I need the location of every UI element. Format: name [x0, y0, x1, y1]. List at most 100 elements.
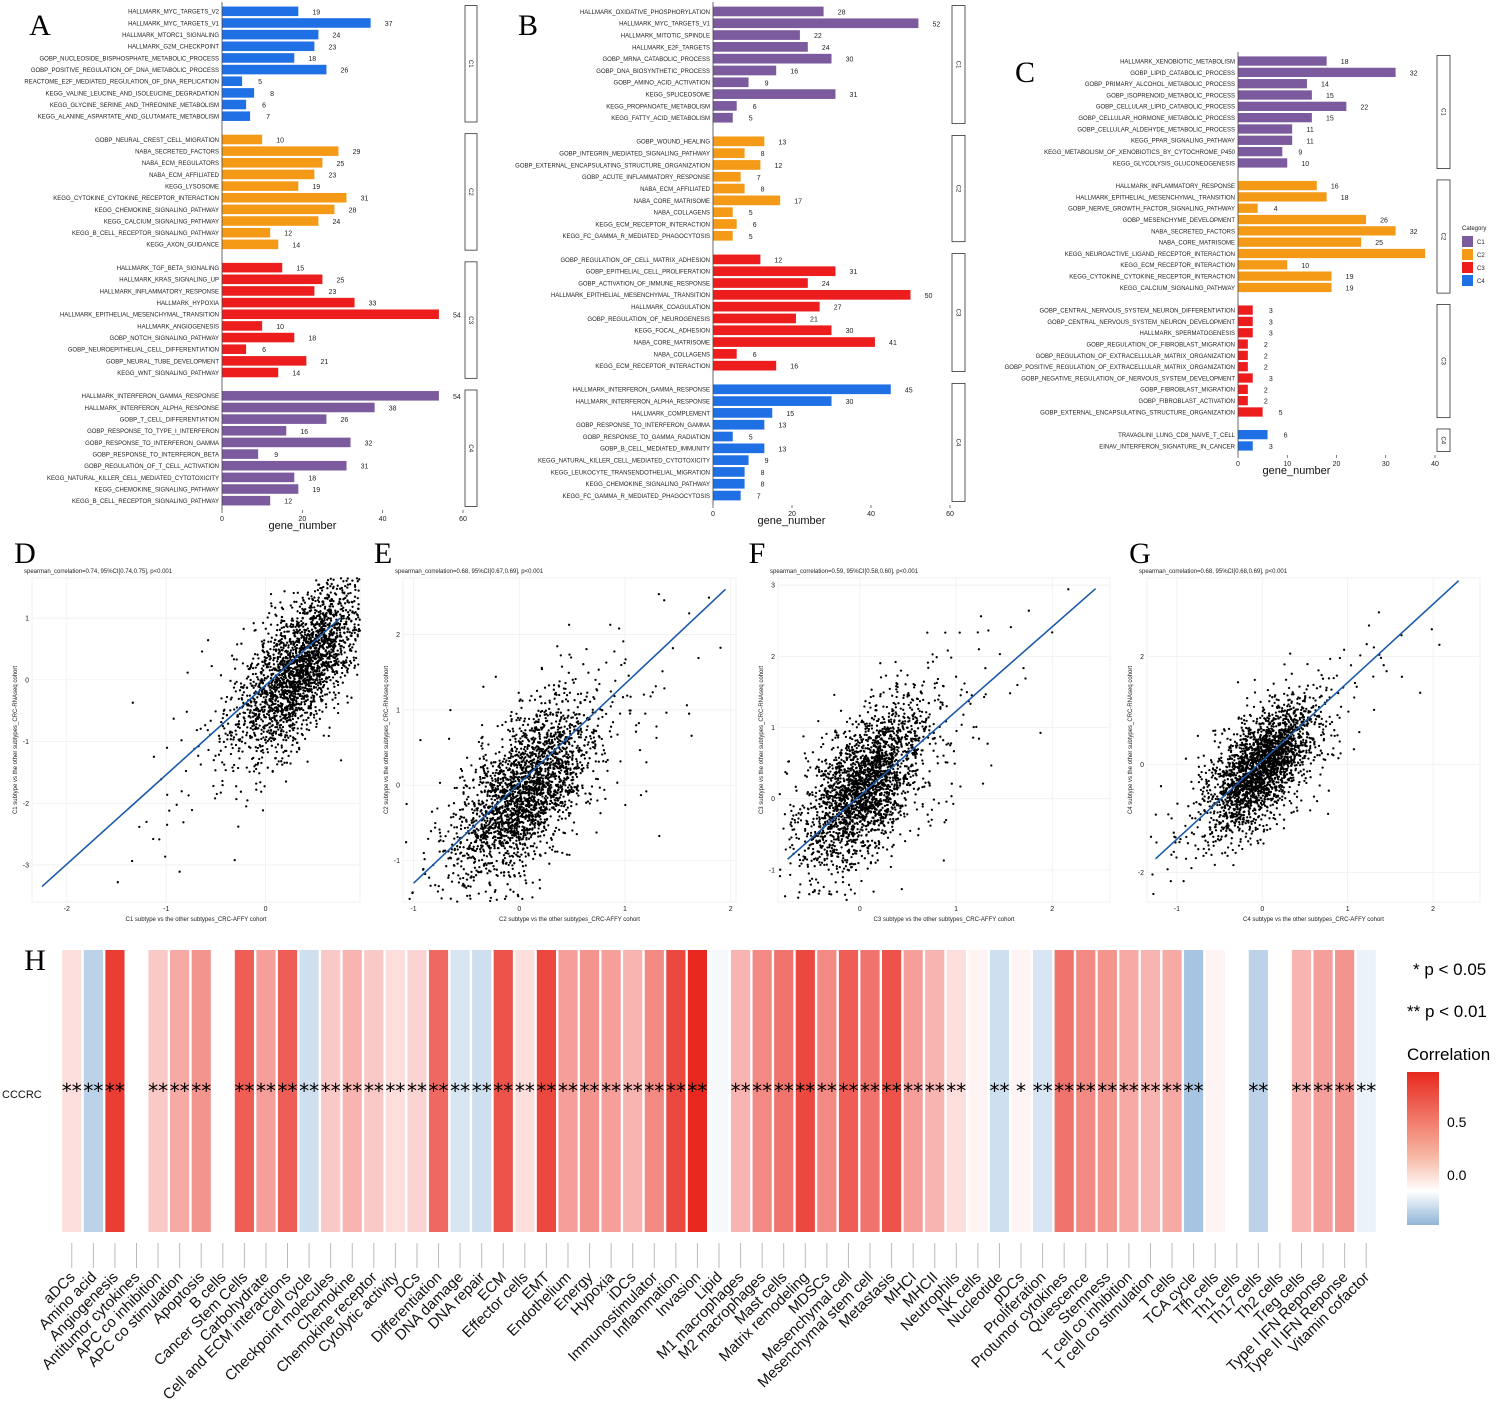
bar — [222, 216, 319, 226]
scatter-point — [545, 806, 548, 809]
term-label: GOBP_RESPONSE_TO_INTERFERON_GAMMA — [576, 423, 710, 429]
data-label: 29 — [353, 149, 361, 156]
bar — [222, 332, 295, 343]
x-tick-label: 60 — [459, 516, 467, 523]
scatter-point — [476, 793, 479, 797]
scatter-point — [491, 795, 494, 798]
scatter-point — [296, 617, 299, 620]
x-tick-label: 1 — [623, 906, 627, 913]
scatter-point — [473, 860, 477, 863]
scatter-point — [218, 737, 221, 740]
scatter-point — [504, 814, 507, 817]
scatter-point — [289, 656, 292, 659]
scatter-point — [298, 708, 302, 711]
scatter-point — [260, 761, 263, 765]
scatter-point — [512, 780, 515, 783]
data-label: 19 — [1346, 285, 1354, 292]
scatter-point — [537, 820, 540, 823]
scatter-point — [501, 745, 504, 749]
scatter-point — [304, 623, 307, 626]
scatter-point — [585, 750, 588, 754]
term-label: GOBP_NEURAL_CREST_CELL_MIGRATION — [95, 138, 219, 144]
scatter-point — [617, 627, 621, 630]
scatter-point — [609, 725, 613, 728]
scatter-point — [249, 727, 252, 730]
scatter-point — [519, 716, 522, 720]
scatter-point — [300, 645, 303, 649]
scatter-point — [546, 790, 549, 794]
scatter-point — [240, 697, 243, 700]
scatter-point — [350, 631, 353, 635]
scatter-point — [486, 767, 489, 770]
scatter-point — [453, 848, 456, 852]
scatter-point — [261, 621, 265, 625]
scatter-point — [521, 843, 524, 846]
scatter-point — [247, 675, 250, 678]
scatter-point — [254, 712, 258, 716]
scatter-point — [212, 784, 215, 788]
scatter-point — [319, 610, 322, 613]
scatter-point — [274, 698, 278, 701]
scatter-points — [404, 592, 722, 903]
bar — [222, 286, 315, 296]
term-label: KEGG_ECM_RECEPTOR_INTERACTION — [595, 364, 710, 370]
scatter-point — [494, 675, 497, 678]
scatter-point — [509, 743, 513, 747]
scatter-point — [510, 752, 513, 756]
scatter-point — [524, 817, 527, 820]
scatter-point — [329, 577, 332, 580]
term-label: GOBP_RESPONSE_TO_INTERFERON_BETA — [93, 452, 219, 458]
scatter-point — [528, 827, 532, 831]
scatter-point — [268, 669, 271, 672]
scatter-point — [520, 729, 523, 733]
scatter-point — [524, 799, 527, 802]
bar — [222, 239, 279, 250]
scatter-point — [251, 711, 254, 714]
scatter-point — [533, 739, 536, 742]
scatter-point — [303, 703, 307, 706]
scatter-point — [248, 694, 252, 697]
legend-swatch — [1462, 262, 1473, 273]
scatter-point — [550, 780, 553, 783]
scatter-point — [295, 628, 298, 631]
scatter-point — [304, 608, 307, 611]
scatter-point — [543, 822, 546, 825]
scatter-point — [566, 727, 569, 731]
scatter-point — [307, 664, 310, 667]
data-label: 16 — [790, 68, 798, 75]
scatter-point — [306, 687, 309, 691]
scatter-point — [335, 632, 338, 635]
scatter-point — [298, 611, 302, 615]
scatter-point — [260, 677, 263, 681]
scatter-point — [297, 746, 301, 750]
scatter-point — [587, 671, 590, 674]
scatter-point — [245, 805, 248, 808]
scatter-point — [516, 893, 519, 896]
term-label: KEGG_CHEMOKINE_SIGNALING_PATHWAY — [95, 487, 219, 493]
scatter-point — [331, 669, 335, 672]
scatter-point — [255, 788, 258, 791]
bar — [1238, 146, 1283, 157]
data-label: 31 — [850, 269, 858, 276]
scatter-point — [277, 686, 281, 689]
scatter-point — [566, 740, 569, 743]
scatter-point — [285, 761, 289, 764]
scatter-point — [318, 613, 321, 617]
scatter-point — [405, 802, 408, 806]
scatter-point — [304, 665, 307, 668]
scatter-point — [642, 693, 646, 696]
scatter-point — [226, 738, 229, 741]
data-label: 23 — [328, 44, 336, 51]
scatter-point — [339, 631, 342, 634]
scatter-point — [296, 692, 300, 696]
scatter-point — [556, 752, 559, 756]
scatter-point — [255, 723, 258, 726]
scatter-point — [579, 692, 583, 695]
term-label: GOBP_RESPONSE_TO_GAMMA_RADIATION — [583, 435, 710, 441]
scatter-point — [548, 707, 551, 711]
scatter-point — [323, 605, 327, 609]
bar — [1238, 328, 1253, 338]
scatter-point — [343, 674, 347, 677]
scatter-point — [337, 653, 340, 656]
scatter-point — [260, 640, 264, 643]
